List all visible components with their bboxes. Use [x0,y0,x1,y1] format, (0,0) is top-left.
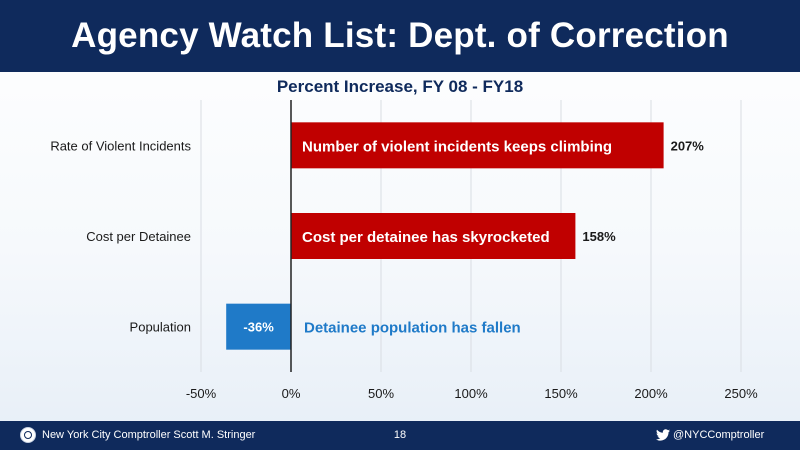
x-tick-label: 100% [454,386,488,401]
twitter-handle[interactable]: @NYCComptroller [673,429,765,441]
category-label: Population [130,320,191,335]
x-tick-label: 250% [724,386,758,401]
bar-annotation: Cost per detainee has skyrocketed [302,229,550,246]
footer: New York City Comptroller Scott M. Strin… [0,421,800,450]
data-label: -36% [243,320,274,335]
bar-chart: -50% 0% 50% 100% 150% 200% 250% Rate of Violent… [50,100,758,401]
bar-annotation: Number of violent incidents keeps climbi… [302,138,612,155]
bar [226,303,291,350]
bar-annotation: Detainee population has fallen [304,320,521,337]
slide-header: Agency Watch List: Dept. of Correction [0,0,800,72]
chart-title: Percent Increase, FY 08 - FY18 [276,77,524,96]
twitter-icon[interactable] [656,429,670,441]
data-label: 158% [582,229,616,244]
page-number: 18 [393,429,407,441]
x-tick-label: 50% [368,386,394,401]
category-label: Cost per Detainee [86,229,191,244]
category-label: Rate of Violent Incidents [50,138,191,153]
bar [291,213,576,259]
x-tick-label: 0% [282,386,301,401]
data-label: 207% [671,138,705,153]
x-tick-label: 150% [544,386,578,401]
seal-icon [20,427,36,443]
slide-title: Agency Watch List: Dept. of Correction [71,16,729,55]
x-tick-label: 200% [634,386,668,401]
bar [291,122,664,169]
footer-org: New York City Comptroller Scott M. Strin… [42,429,256,441]
x-tick-label: -50% [186,386,217,401]
